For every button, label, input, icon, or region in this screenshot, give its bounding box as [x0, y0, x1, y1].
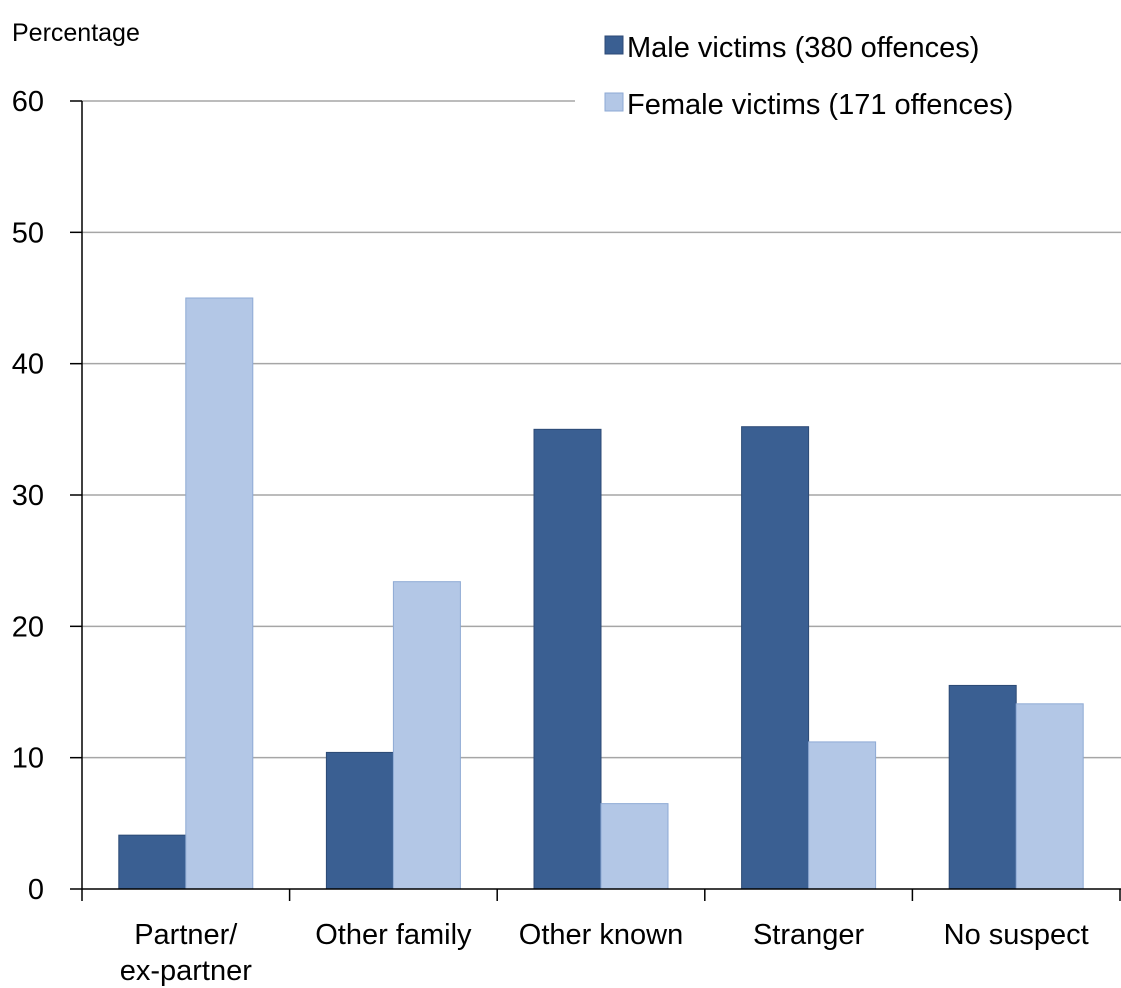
female-bar: [600, 803, 669, 890]
category-label: Other family: [315, 919, 472, 951]
category-label: Partner/: [134, 919, 238, 951]
legend-label: Male victims (380 offences): [627, 32, 979, 64]
male-bar: [118, 834, 187, 890]
y-tick-label: 20: [12, 611, 44, 643]
legend: Male victims (380 offences) Female victim…: [604, 32, 1013, 121]
male-bar: [741, 426, 810, 890]
x-category-labels: Partner/ex-partner Other family Other know…: [120, 919, 1089, 987]
y-tick-label: 30: [12, 480, 44, 512]
y-tick-label: 40: [12, 349, 44, 381]
category-label: Stranger: [753, 919, 865, 951]
category-label: ex-partner: [120, 955, 253, 987]
male-bar: [948, 684, 1017, 890]
female-bar: [185, 297, 254, 890]
category-label: No suspect: [944, 919, 1089, 951]
y-tick-label: 10: [12, 743, 44, 775]
legend-swatch: [604, 92, 624, 112]
bars: [118, 297, 1084, 890]
legend-background: [575, 86, 1121, 118]
female-bar: [1015, 703, 1084, 890]
y-tick-label: 0: [28, 874, 44, 906]
y-tick-label: 50: [12, 217, 44, 249]
male-bar: [325, 751, 394, 890]
y-tick-label: 60: [12, 86, 44, 118]
legend-swatch: [604, 35, 624, 55]
female-bar: [808, 741, 877, 890]
category-label: Other known: [519, 919, 683, 951]
y-tick-labels: 0 10 20 30 40 50 60: [12, 86, 44, 906]
female-bar: [392, 581, 461, 890]
male-bar: [533, 428, 602, 890]
gridlines: [82, 86, 1121, 759]
axes: [70, 100, 1121, 901]
legend-label: Female victims (171 offences): [627, 89, 1013, 121]
y-axis-label: Percentage: [12, 19, 140, 47]
